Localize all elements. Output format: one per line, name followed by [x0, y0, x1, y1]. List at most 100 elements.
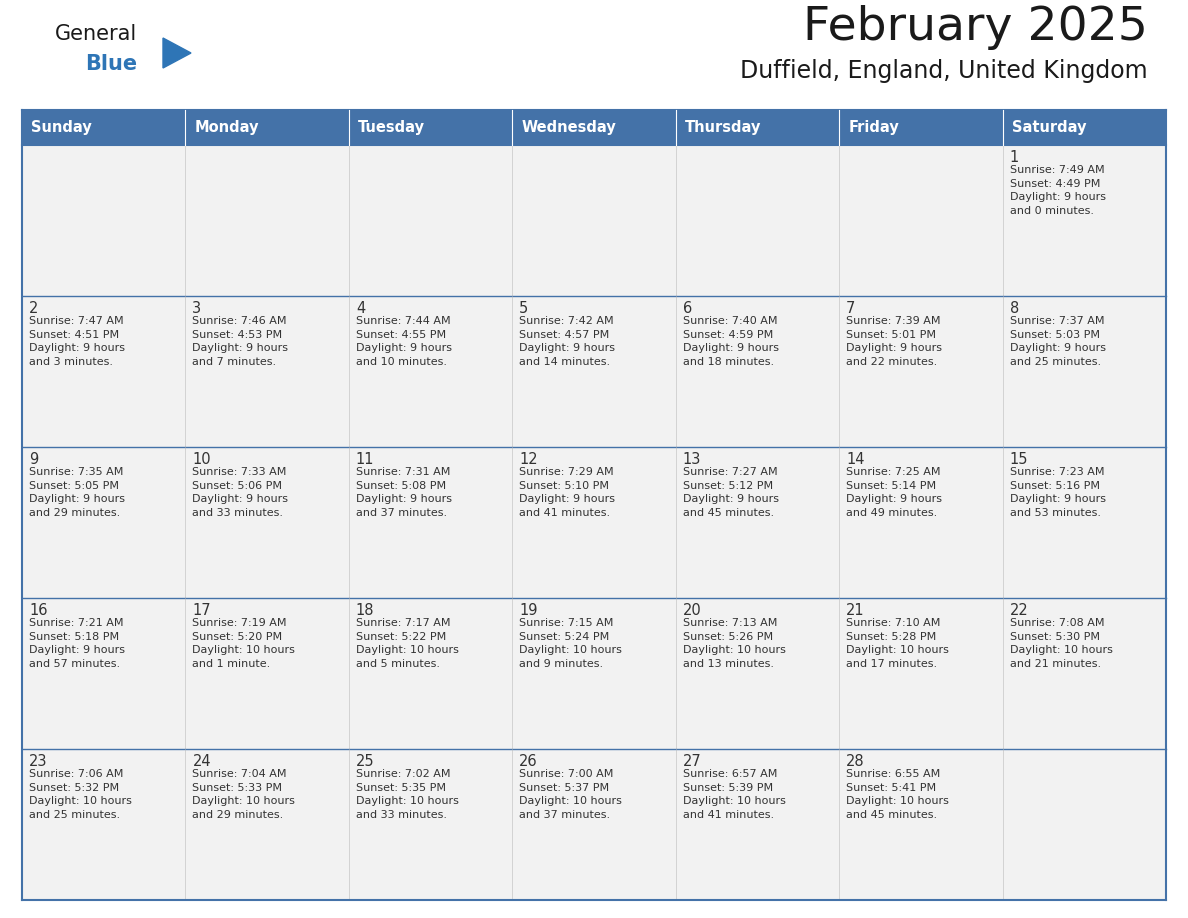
Bar — [512, 598, 676, 749]
Text: 6: 6 — [683, 301, 691, 316]
Text: 12: 12 — [519, 452, 538, 467]
Text: Sunrise: 7:37 AM
Sunset: 5:03 PM
Daylight: 9 hours
and 25 minutes.: Sunrise: 7:37 AM Sunset: 5:03 PM Dayligh… — [1010, 316, 1106, 367]
Text: Saturday: Saturday — [1011, 120, 1086, 135]
Bar — [839, 110, 1003, 145]
Text: Sunrise: 7:46 AM
Sunset: 4:53 PM
Daylight: 9 hours
and 7 minutes.: Sunrise: 7:46 AM Sunset: 4:53 PM Dayligh… — [192, 316, 289, 367]
Bar — [185, 447, 349, 598]
Bar — [512, 296, 676, 447]
Text: February 2025: February 2025 — [803, 5, 1148, 50]
Text: Monday: Monday — [195, 120, 259, 135]
Bar — [676, 296, 839, 447]
Text: 18: 18 — [356, 603, 374, 618]
Bar — [185, 749, 349, 900]
Text: Sunrise: 7:33 AM
Sunset: 5:06 PM
Daylight: 9 hours
and 33 minutes.: Sunrise: 7:33 AM Sunset: 5:06 PM Dayligh… — [192, 467, 289, 518]
Text: Thursday: Thursday — [684, 120, 762, 135]
Text: 23: 23 — [29, 754, 48, 769]
Text: Duffield, England, United Kingdom: Duffield, England, United Kingdom — [740, 59, 1148, 83]
Text: Sunrise: 7:21 AM
Sunset: 5:18 PM
Daylight: 9 hours
and 57 minutes.: Sunrise: 7:21 AM Sunset: 5:18 PM Dayligh… — [29, 618, 125, 669]
Text: Sunrise: 6:57 AM
Sunset: 5:39 PM
Daylight: 10 hours
and 41 minutes.: Sunrise: 6:57 AM Sunset: 5:39 PM Dayligh… — [683, 769, 785, 820]
Text: Blue: Blue — [86, 54, 137, 74]
Text: 20: 20 — [683, 603, 701, 618]
Bar — [1003, 110, 1165, 145]
Text: Friday: Friday — [848, 120, 899, 135]
Text: 1: 1 — [1010, 150, 1019, 165]
Bar — [839, 145, 1003, 296]
Bar — [676, 749, 839, 900]
Bar — [185, 110, 349, 145]
Bar — [349, 296, 512, 447]
Bar — [349, 145, 512, 296]
Bar — [512, 145, 676, 296]
Bar — [1003, 598, 1165, 749]
Bar — [512, 447, 676, 598]
Text: Sunday: Sunday — [31, 120, 91, 135]
Text: 17: 17 — [192, 603, 211, 618]
Bar — [676, 447, 839, 598]
Text: 26: 26 — [519, 754, 538, 769]
Bar — [23, 447, 185, 598]
Text: Sunrise: 7:17 AM
Sunset: 5:22 PM
Daylight: 10 hours
and 5 minutes.: Sunrise: 7:17 AM Sunset: 5:22 PM Dayligh… — [356, 618, 459, 669]
Bar — [676, 145, 839, 296]
Text: 27: 27 — [683, 754, 701, 769]
Text: 15: 15 — [1010, 452, 1028, 467]
Bar — [839, 749, 1003, 900]
Text: General: General — [55, 24, 138, 44]
Text: Sunrise: 7:44 AM
Sunset: 4:55 PM
Daylight: 9 hours
and 10 minutes.: Sunrise: 7:44 AM Sunset: 4:55 PM Dayligh… — [356, 316, 451, 367]
Text: 14: 14 — [846, 452, 865, 467]
Text: Sunrise: 7:47 AM
Sunset: 4:51 PM
Daylight: 9 hours
and 3 minutes.: Sunrise: 7:47 AM Sunset: 4:51 PM Dayligh… — [29, 316, 125, 367]
Bar — [512, 110, 676, 145]
Text: Sunrise: 7:06 AM
Sunset: 5:32 PM
Daylight: 10 hours
and 25 minutes.: Sunrise: 7:06 AM Sunset: 5:32 PM Dayligh… — [29, 769, 132, 820]
Text: Sunrise: 7:08 AM
Sunset: 5:30 PM
Daylight: 10 hours
and 21 minutes.: Sunrise: 7:08 AM Sunset: 5:30 PM Dayligh… — [1010, 618, 1112, 669]
Text: Sunrise: 7:00 AM
Sunset: 5:37 PM
Daylight: 10 hours
and 37 minutes.: Sunrise: 7:00 AM Sunset: 5:37 PM Dayligh… — [519, 769, 623, 820]
Bar — [676, 598, 839, 749]
Text: Sunrise: 7:13 AM
Sunset: 5:26 PM
Daylight: 10 hours
and 13 minutes.: Sunrise: 7:13 AM Sunset: 5:26 PM Dayligh… — [683, 618, 785, 669]
Text: 19: 19 — [519, 603, 538, 618]
Bar — [185, 145, 349, 296]
Text: Sunrise: 7:29 AM
Sunset: 5:10 PM
Daylight: 9 hours
and 41 minutes.: Sunrise: 7:29 AM Sunset: 5:10 PM Dayligh… — [519, 467, 615, 518]
Text: 2: 2 — [29, 301, 38, 316]
Bar — [512, 749, 676, 900]
Text: Sunrise: 7:02 AM
Sunset: 5:35 PM
Daylight: 10 hours
and 33 minutes.: Sunrise: 7:02 AM Sunset: 5:35 PM Dayligh… — [356, 769, 459, 820]
Bar — [23, 598, 185, 749]
Text: Sunrise: 7:19 AM
Sunset: 5:20 PM
Daylight: 10 hours
and 1 minute.: Sunrise: 7:19 AM Sunset: 5:20 PM Dayligh… — [192, 618, 296, 669]
Text: 7: 7 — [846, 301, 855, 316]
Text: 5: 5 — [519, 301, 529, 316]
Bar — [23, 296, 185, 447]
Text: Sunrise: 6:55 AM
Sunset: 5:41 PM
Daylight: 10 hours
and 45 minutes.: Sunrise: 6:55 AM Sunset: 5:41 PM Dayligh… — [846, 769, 949, 820]
Text: Sunrise: 7:10 AM
Sunset: 5:28 PM
Daylight: 10 hours
and 17 minutes.: Sunrise: 7:10 AM Sunset: 5:28 PM Dayligh… — [846, 618, 949, 669]
Bar — [23, 749, 185, 900]
Text: 13: 13 — [683, 452, 701, 467]
Text: Sunrise: 7:40 AM
Sunset: 4:59 PM
Daylight: 9 hours
and 18 minutes.: Sunrise: 7:40 AM Sunset: 4:59 PM Dayligh… — [683, 316, 778, 367]
Polygon shape — [163, 38, 191, 68]
Bar — [839, 598, 1003, 749]
Bar — [349, 598, 512, 749]
Text: Sunrise: 7:31 AM
Sunset: 5:08 PM
Daylight: 9 hours
and 37 minutes.: Sunrise: 7:31 AM Sunset: 5:08 PM Dayligh… — [356, 467, 451, 518]
Text: 4: 4 — [356, 301, 365, 316]
Text: Sunrise: 7:42 AM
Sunset: 4:57 PM
Daylight: 9 hours
and 14 minutes.: Sunrise: 7:42 AM Sunset: 4:57 PM Dayligh… — [519, 316, 615, 367]
Text: Sunrise: 7:27 AM
Sunset: 5:12 PM
Daylight: 9 hours
and 45 minutes.: Sunrise: 7:27 AM Sunset: 5:12 PM Dayligh… — [683, 467, 778, 518]
Bar — [185, 296, 349, 447]
Text: 9: 9 — [29, 452, 38, 467]
Bar — [1003, 296, 1165, 447]
Text: 10: 10 — [192, 452, 211, 467]
Text: 11: 11 — [356, 452, 374, 467]
Text: 28: 28 — [846, 754, 865, 769]
Text: 8: 8 — [1010, 301, 1019, 316]
Text: Tuesday: Tuesday — [358, 120, 425, 135]
Bar — [185, 598, 349, 749]
Text: 25: 25 — [356, 754, 374, 769]
Text: Sunrise: 7:49 AM
Sunset: 4:49 PM
Daylight: 9 hours
and 0 minutes.: Sunrise: 7:49 AM Sunset: 4:49 PM Dayligh… — [1010, 165, 1106, 216]
Text: Sunrise: 7:04 AM
Sunset: 5:33 PM
Daylight: 10 hours
and 29 minutes.: Sunrise: 7:04 AM Sunset: 5:33 PM Dayligh… — [192, 769, 296, 820]
Text: Wednesday: Wednesday — [522, 120, 617, 135]
Text: Sunrise: 7:23 AM
Sunset: 5:16 PM
Daylight: 9 hours
and 53 minutes.: Sunrise: 7:23 AM Sunset: 5:16 PM Dayligh… — [1010, 467, 1106, 518]
Bar — [23, 145, 185, 296]
Text: 3: 3 — [192, 301, 202, 316]
Bar — [23, 110, 185, 145]
Bar — [839, 447, 1003, 598]
Text: 24: 24 — [192, 754, 211, 769]
Text: Sunrise: 7:15 AM
Sunset: 5:24 PM
Daylight: 10 hours
and 9 minutes.: Sunrise: 7:15 AM Sunset: 5:24 PM Dayligh… — [519, 618, 623, 669]
Text: 22: 22 — [1010, 603, 1029, 618]
Bar — [839, 296, 1003, 447]
Bar — [1003, 145, 1165, 296]
Text: Sunrise: 7:25 AM
Sunset: 5:14 PM
Daylight: 9 hours
and 49 minutes.: Sunrise: 7:25 AM Sunset: 5:14 PM Dayligh… — [846, 467, 942, 518]
